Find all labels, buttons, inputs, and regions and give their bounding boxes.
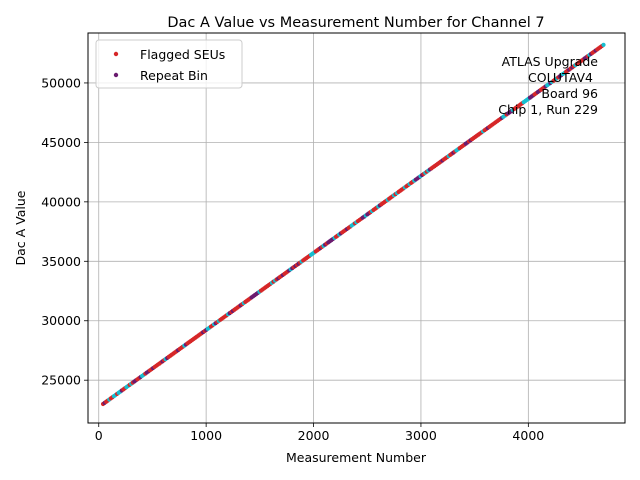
grid	[88, 33, 625, 423]
data-points	[100, 42, 606, 407]
x-tick-label: 1000	[190, 428, 222, 443]
y-tick-label: 40000	[41, 194, 81, 209]
chart-title: Dac A Value vs Measurement Number for Ch…	[167, 15, 544, 31]
annotation: ATLAS Upgrade COLUTAV4 Board 96 Chip 1, …	[498, 54, 598, 117]
annotation-line-2: COLUTAV4	[528, 70, 593, 85]
point-measurement	[601, 42, 606, 47]
annotation-line-1: ATLAS Upgrade	[502, 54, 599, 69]
legend-marker-flagged-seus	[113, 51, 119, 57]
legend-label-repeat-bin: Repeat Bin	[140, 68, 208, 83]
y-tick-label: 50000	[41, 75, 81, 90]
legend-marker-repeat-bin	[113, 72, 119, 78]
annotation-line-3: Board 96	[541, 86, 598, 101]
x-tick-label: 4000	[512, 428, 544, 443]
y-tick-label: 35000	[41, 254, 81, 269]
x-tick-label: 3000	[405, 428, 437, 443]
x-axis-label: Measurement Number	[286, 450, 427, 465]
annotation-line-4: Chip 1, Run 229	[498, 102, 598, 117]
x-tick-label: 2000	[298, 428, 330, 443]
plot-frame	[87, 32, 626, 424]
axis-ticks: 0 1000 2000 3000 4000 25000 30000 35000 40000 450…	[41, 75, 544, 443]
y-tick-label: 30000	[41, 313, 81, 328]
legend-box	[95, 39, 243, 89]
legend: Flagged SEUs Repeat Bin	[95, 39, 243, 89]
y-tick-label: 25000	[41, 373, 81, 388]
legend-label-flagged-seus: Flagged SEUs	[140, 47, 225, 62]
y-axis-label: Dac A Value	[13, 190, 28, 265]
y-tick-label: 45000	[41, 135, 81, 150]
x-tick-label: 0	[95, 428, 103, 443]
